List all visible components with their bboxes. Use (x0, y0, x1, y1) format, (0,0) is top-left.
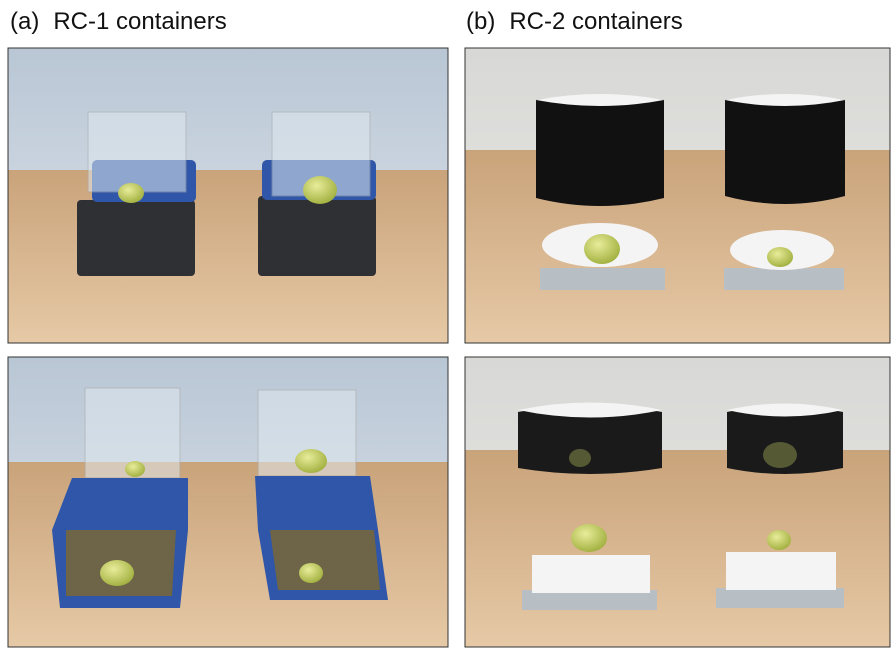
photo-a-top (7, 47, 449, 344)
photo-b-top (464, 47, 891, 344)
panel-letter: (b) (466, 8, 496, 35)
panel-letter: (a) (10, 8, 40, 35)
panel-title: RC-2 containers (509, 8, 683, 35)
photo-a-bottom (7, 356, 449, 648)
panel-a-label: (a) RC-1 containers (10, 8, 227, 36)
photo-b-bottom (464, 356, 891, 648)
panel-b-label: (b) RC-2 containers (466, 8, 683, 36)
panel-title: RC-1 containers (53, 8, 227, 35)
